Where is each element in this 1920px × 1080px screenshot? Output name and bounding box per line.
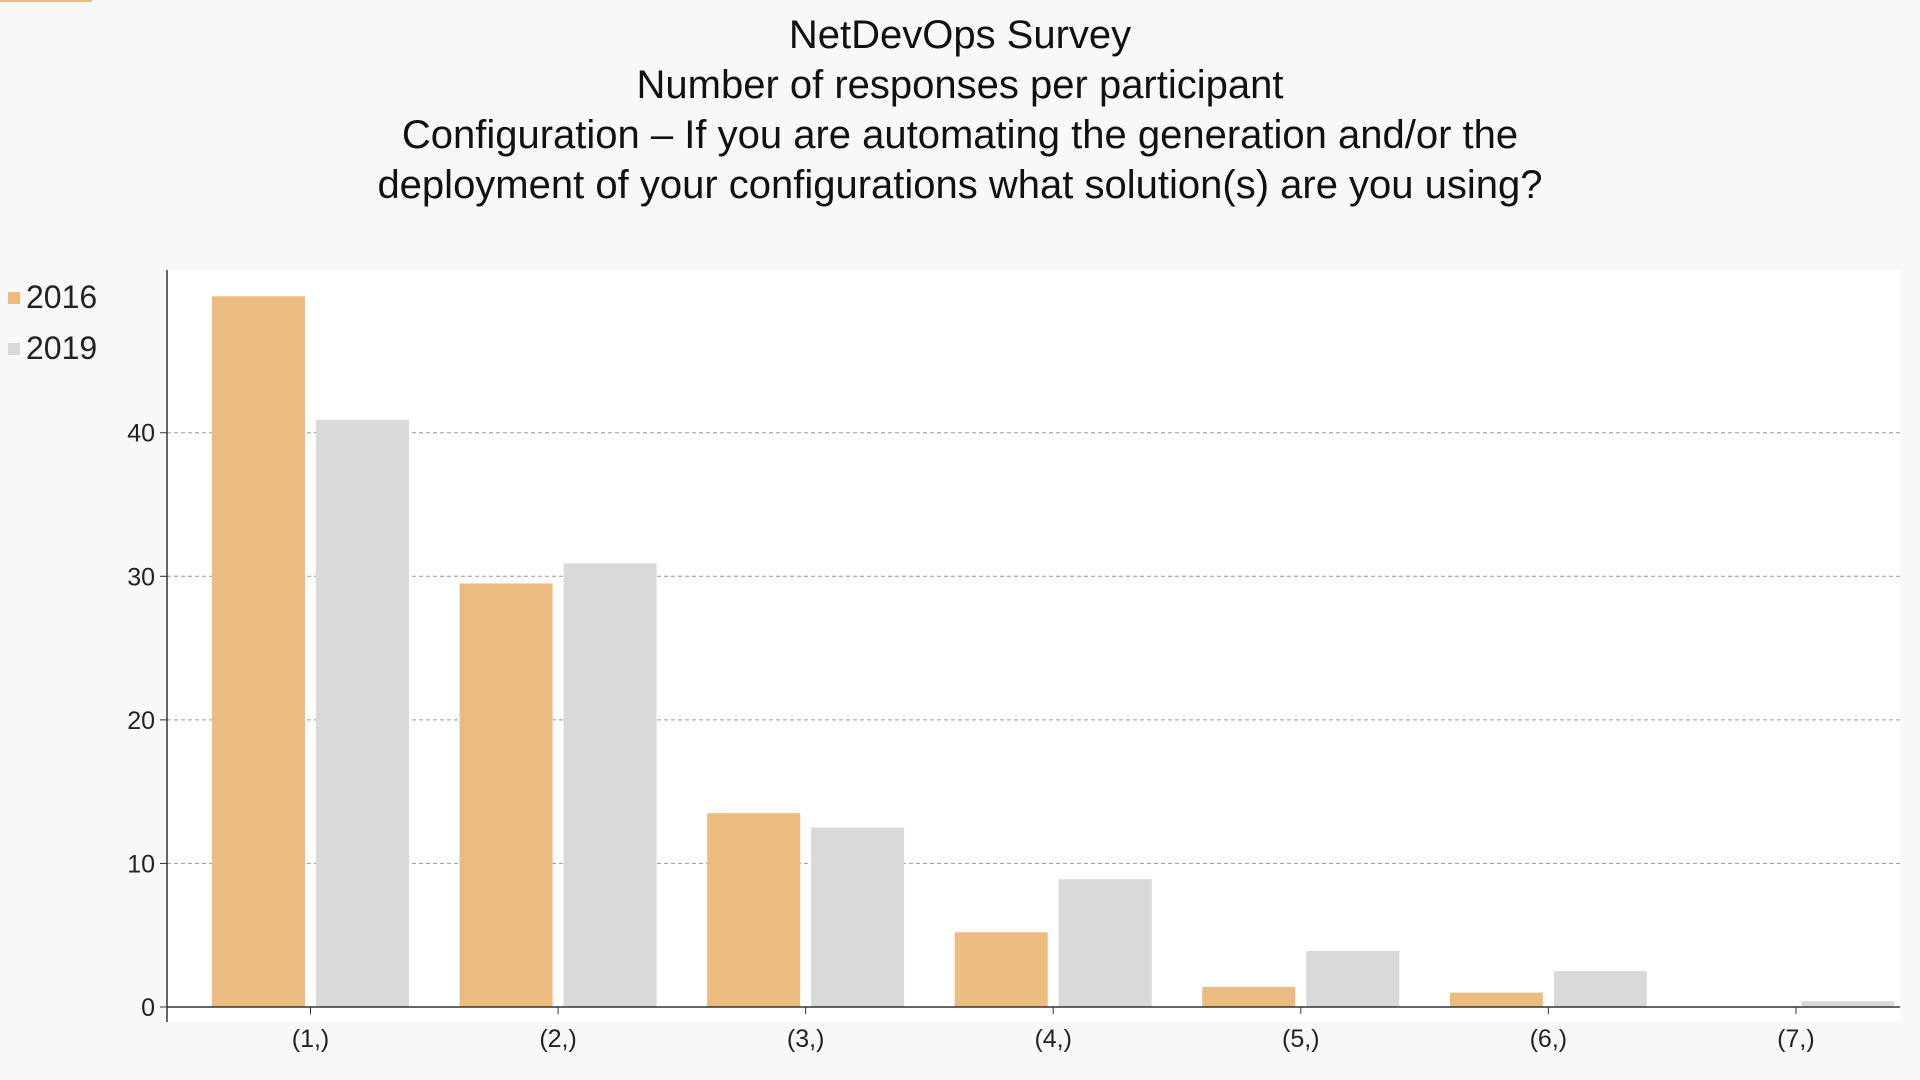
x-tick-label-2: (2,) — [539, 1025, 577, 1053]
bar-2019-7[interactable] — [1801, 1001, 1895, 1007]
legend: 2016 2019 — [8, 272, 97, 374]
bar-2016-1[interactable] — [212, 296, 305, 1007]
title-line-2: Number of responses per participant — [636, 63, 1284, 107]
x-tick-label-6: (6,) — [1530, 1025, 1568, 1053]
bar-2019-3[interactable] — [811, 827, 905, 1007]
title-line-1: NetDevOps Survey — [788, 13, 1132, 57]
y-tick-label-30: 30 — [127, 563, 155, 591]
bar-2019-5[interactable] — [1306, 951, 1400, 1007]
x-tick-label-7: (7,) — [1777, 1025, 1815, 1053]
legend-swatch-2019 — [8, 342, 20, 355]
legend-item-2019[interactable]: 2019 — [8, 323, 97, 374]
x-tick-label-3: (3,) — [787, 1025, 825, 1053]
title-line-3: Configuration – If you are automating th… — [401, 113, 1519, 157]
legend-swatch-2016 — [8, 291, 20, 304]
chart-title: NetDevOps Survey Number of responses per… — [0, 10, 1920, 210]
top-accent-bar — [0, 0, 92, 2]
title-line-4: deployment of your configurations what s… — [377, 163, 1543, 207]
bar-2019-1[interactable] — [316, 419, 409, 1007]
legend-label-2019: 2019 — [26, 330, 98, 366]
plot-area — [167, 270, 1900, 1022]
bar-2019-2[interactable] — [563, 563, 657, 1007]
bar-2019-4[interactable] — [1058, 879, 1152, 1007]
x-tick-label-4: (4,) — [1034, 1025, 1072, 1053]
legend-item-2016[interactable]: 2016 — [8, 272, 97, 323]
bar-2016-6[interactable] — [1449, 992, 1543, 1007]
x-tick-label-5: (5,) — [1282, 1025, 1320, 1053]
x-tick-label-1: (1,) — [292, 1025, 330, 1053]
y-tick-label-40: 40 — [127, 420, 155, 448]
y-tick-label-10: 10 — [127, 850, 155, 878]
bar-2019-6[interactable] — [1553, 971, 1647, 1007]
y-tick-label-0: 0 — [141, 994, 155, 1022]
y-tick-label-20: 20 — [127, 707, 155, 735]
legend-label-2016: 2016 — [26, 279, 98, 315]
bar-2016-5[interactable] — [1202, 986, 1296, 1007]
bar-2016-2[interactable] — [459, 583, 553, 1007]
bar-2016-3[interactable] — [707, 813, 801, 1007]
bar-2016-4[interactable] — [954, 932, 1048, 1007]
